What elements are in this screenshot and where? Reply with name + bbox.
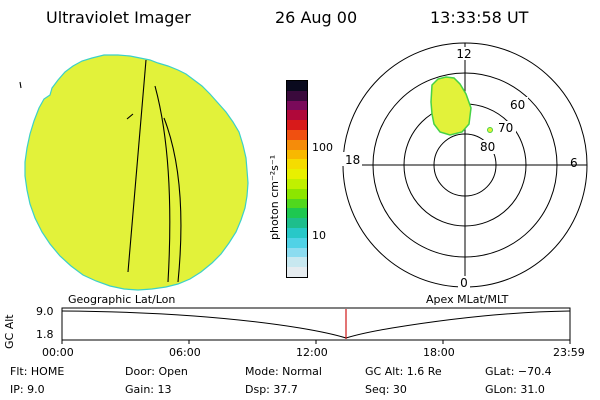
colorbar-segment-13	[287, 208, 307, 219]
colorbar-segment-11	[287, 188, 307, 199]
gc-altitude: GC Alt: 1.6 Re	[365, 365, 442, 378]
x-tick-1800: 18:00	[423, 346, 455, 359]
colorbar-unit-label: photon cm⁻²s⁻¹	[268, 154, 281, 240]
x-tick-2359: 23:59	[553, 346, 585, 359]
colorbar-segment-14	[287, 218, 307, 228]
sequence-value: Seq: 30	[365, 383, 407, 396]
mlt-label-12: 12	[456, 47, 471, 61]
ip-value: IP: 9.0	[10, 383, 45, 396]
colorbar-segment-0	[287, 81, 307, 91]
geographic-image	[19, 54, 249, 291]
colorbar-segment-4	[287, 120, 307, 130]
auroral-emission-dot	[487, 127, 493, 133]
colorbar-segment-19	[287, 267, 307, 277]
altitude-timeline	[61, 307, 571, 344]
y-tick-9: 9.0	[36, 305, 54, 318]
colorbar-segment-16	[287, 237, 307, 248]
colorbar-segment-1	[287, 90, 307, 101]
timeline-left-title: Geographic Lat/Lon	[68, 293, 176, 306]
colorbar	[286, 80, 308, 278]
gain-value: Gain: 13	[125, 383, 172, 396]
door-status: Door: Open	[125, 365, 188, 378]
colorbar-tick-100: 100	[312, 141, 333, 154]
trajectory-lines	[19, 59, 182, 283]
y-tick-1-8: 1.8	[36, 328, 54, 341]
colorbar-segment-15	[287, 227, 307, 238]
geographic-longitude: GLon: 31.0	[485, 383, 545, 396]
x-tick-0600: 06:00	[169, 346, 201, 359]
colorbar-segment-12	[287, 198, 307, 209]
colorbar-segment-17	[287, 247, 307, 258]
date-label: 26 Aug 00	[275, 8, 358, 27]
geographic-latitude: GLat: −70.4	[485, 365, 552, 378]
time-label: 13:33:58 UT	[430, 8, 529, 27]
colorbar-segment-6	[287, 139, 307, 150]
flight-status: Flt: HOME	[10, 365, 65, 378]
altitude-curve	[61, 310, 571, 339]
timeline-right-title: Apex MLat/MLT	[426, 293, 509, 306]
lat-label-70: 70	[498, 121, 513, 135]
colorbar-segment-8	[287, 159, 307, 170]
mlt-label-18: 18	[345, 153, 360, 167]
x-tick-1200: 12:00	[296, 346, 328, 359]
mlt-label-0: 0	[460, 276, 468, 290]
colorbar-segment-5	[287, 129, 307, 140]
lat-label-60: 60	[510, 98, 525, 112]
colorbar-segment-9	[287, 169, 307, 179]
colorbar-segment-18	[287, 257, 307, 268]
x-tick-0000: 00:00	[42, 346, 74, 359]
instrument-title: Ultraviolet Imager	[46, 8, 191, 27]
colorbar-segment-7	[287, 149, 307, 160]
dsp-value: Dsp: 37.7	[245, 383, 298, 396]
colorbar-segment-10	[287, 178, 307, 189]
mlt-label-6: 6	[570, 156, 578, 170]
mode-status: Mode: Normal	[245, 365, 322, 378]
colorbar-tick-10: 10	[312, 229, 326, 242]
lat-label-80: 80	[480, 140, 495, 154]
colorbar-segment-3	[287, 110, 307, 121]
colorbar-segment-2	[287, 100, 307, 111]
auroral-emission-blob	[430, 76, 472, 136]
polar-plot: 12 18 6 0 60 70 80	[342, 42, 588, 290]
